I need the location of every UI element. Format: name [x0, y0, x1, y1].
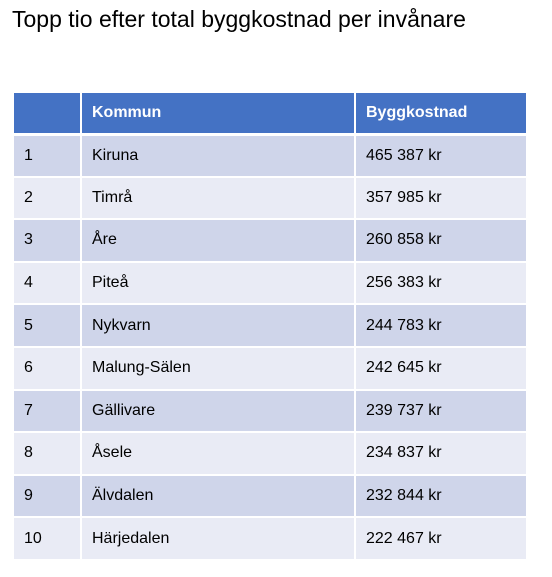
rank-cell: 2 — [12, 175, 82, 221]
kommun-cell: Åsele — [80, 431, 356, 476]
table-row: 6 Malung-Sälen 242 645 kr — [12, 345, 528, 391]
kommun-cell: Malung-Sälen — [80, 345, 356, 391]
kommun-cell: Piteå — [80, 260, 356, 306]
kostnad-cell: 222 467 kr — [354, 516, 528, 561]
kommun-cell: Härjedalen — [80, 516, 356, 561]
table-row: 5 Nykvarn 244 783 kr — [12, 303, 528, 348]
kostnad-cell: 256 383 kr — [354, 260, 528, 306]
rank-cell: 3 — [12, 218, 82, 263]
rank-cell: 9 — [12, 473, 82, 519]
kostnad-cell: 244 783 kr — [354, 303, 528, 348]
ranking-table: Kommun Byggkostnad 1 Kiruna 465 387 kr 2… — [12, 91, 528, 561]
table-row: 10 Härjedalen 222 467 kr — [12, 516, 528, 561]
rank-cell: 7 — [12, 388, 82, 434]
table-row: 1 Kiruna 465 387 kr — [12, 133, 528, 178]
kommun-cell: Kiruna — [80, 133, 356, 178]
rank-cell: 1 — [12, 133, 82, 178]
kommun-cell: Åre — [80, 218, 356, 263]
page-title: Topp tio efter total byggkostnad per inv… — [12, 6, 466, 32]
kostnad-cell: 232 844 kr — [354, 473, 528, 519]
header-rank — [12, 91, 82, 136]
rank-cell: 10 — [12, 516, 82, 561]
table-row: 9 Älvdalen 232 844 kr — [12, 473, 528, 519]
kommun-cell: Timrå — [80, 175, 356, 221]
header-byggkostnad: Byggkostnad — [354, 91, 528, 136]
kostnad-cell: 465 387 kr — [354, 133, 528, 178]
kostnad-cell: 239 737 kr — [354, 388, 528, 434]
table-row: 4 Piteå 256 383 kr — [12, 260, 528, 306]
header-kommun: Kommun — [80, 91, 356, 136]
kostnad-cell: 242 645 kr — [354, 345, 528, 391]
kommun-cell: Gällivare — [80, 388, 356, 434]
rank-cell: 4 — [12, 260, 82, 306]
table-header-row: Kommun Byggkostnad — [12, 91, 528, 136]
kostnad-cell: 357 985 kr — [354, 175, 528, 221]
ranking-table-container: Kommun Byggkostnad 1 Kiruna 465 387 kr 2… — [12, 91, 528, 561]
rank-cell: 5 — [12, 303, 82, 348]
rank-cell: 8 — [12, 431, 82, 476]
table-row: 8 Åsele 234 837 kr — [12, 431, 528, 476]
table-row: 3 Åre 260 858 kr — [12, 218, 528, 263]
kostnad-cell: 234 837 kr — [354, 431, 528, 476]
table-row: 2 Timrå 357 985 kr — [12, 175, 528, 221]
kostnad-cell: 260 858 kr — [354, 218, 528, 263]
table-row: 7 Gällivare 239 737 kr — [12, 388, 528, 434]
kommun-cell: Nykvarn — [80, 303, 356, 348]
kommun-cell: Älvdalen — [80, 473, 356, 519]
rank-cell: 6 — [12, 345, 82, 391]
